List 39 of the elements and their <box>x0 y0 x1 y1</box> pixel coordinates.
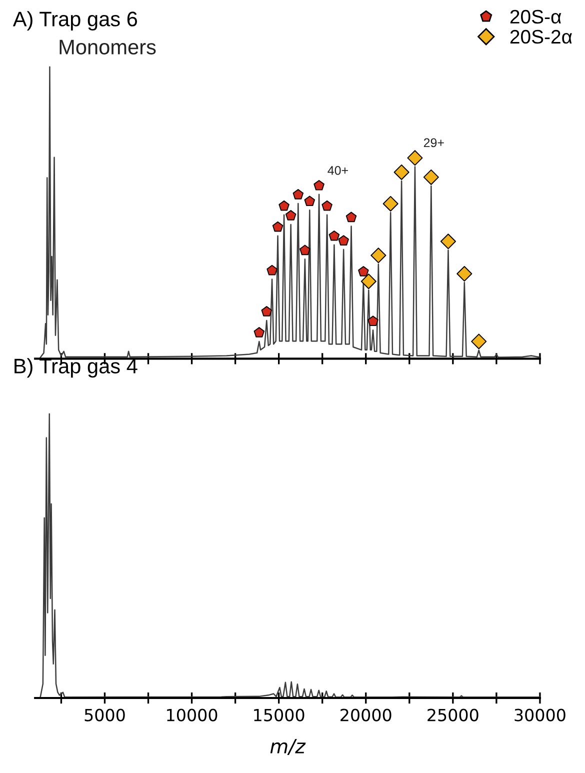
point <box>368 316 378 326</box>
x-tick-label: 15000 <box>254 708 304 722</box>
x-axis-title: m/z <box>270 739 306 756</box>
point <box>254 327 265 338</box>
x-tick-label: 10000 <box>167 708 218 722</box>
point <box>292 189 304 200</box>
chart-title: B) Trap gas 4 <box>14 358 138 378</box>
annotation: 29+ <box>424 138 444 148</box>
x-tick-label: 30000 <box>514 708 566 722</box>
point <box>272 221 284 232</box>
x-tick-label: 20000 <box>340 708 392 722</box>
point <box>278 200 290 211</box>
point <box>314 180 324 190</box>
point <box>285 210 296 220</box>
point <box>370 248 386 264</box>
point <box>346 212 357 222</box>
point <box>456 266 472 282</box>
legend-label: 20S-α <box>510 10 562 24</box>
annotation: Monomers <box>60 40 156 54</box>
chart-title: A) Trap gas 6 <box>12 11 138 31</box>
point <box>407 150 423 166</box>
point <box>394 164 410 180</box>
point <box>440 234 456 250</box>
legend-label: 20S-2α <box>510 30 572 44</box>
point <box>338 235 349 246</box>
point <box>471 334 487 350</box>
point <box>358 266 369 276</box>
point <box>300 244 310 256</box>
point <box>382 196 398 212</box>
point <box>328 230 340 241</box>
x-tick-label: 25000 <box>428 708 478 722</box>
point <box>423 169 439 185</box>
point <box>360 274 376 290</box>
point <box>266 264 278 276</box>
annotation: 40+ <box>328 166 348 175</box>
point <box>322 200 332 211</box>
x-tick-label: 5000 <box>84 708 125 722</box>
point <box>261 306 272 316</box>
point <box>304 196 316 206</box>
